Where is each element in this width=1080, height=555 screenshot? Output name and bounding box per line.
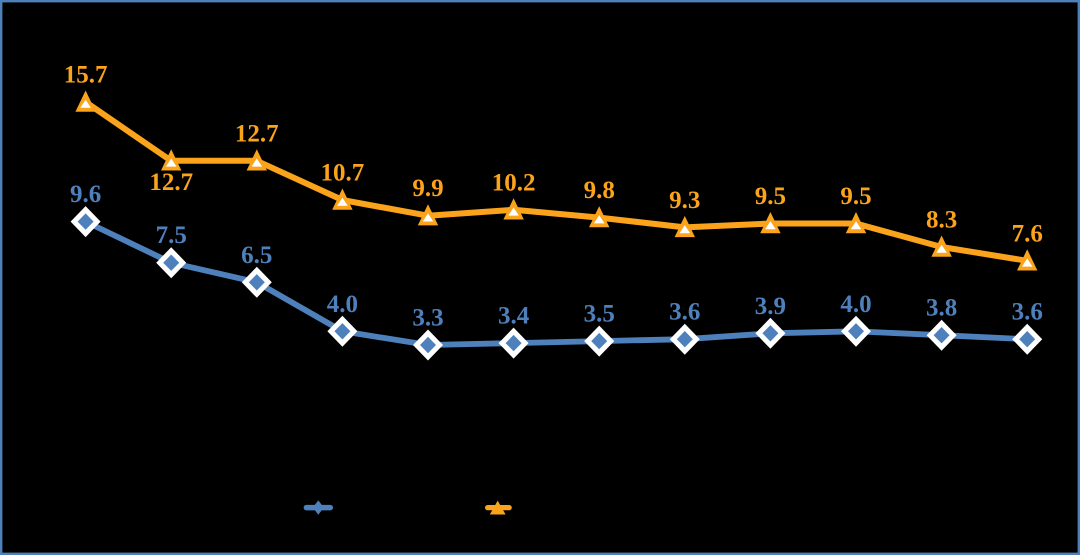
svg-text:3.6: 3.6 xyxy=(1012,299,1043,326)
svg-text:9.8: 9.8 xyxy=(584,177,615,204)
svg-text:12.7: 12.7 xyxy=(235,120,279,147)
svg-text:9.6: 9.6 xyxy=(70,181,101,208)
svg-text:10.2: 10.2 xyxy=(492,169,536,196)
svg-text:3.6: 3.6 xyxy=(669,299,700,326)
svg-text:9.9: 9.9 xyxy=(412,175,443,202)
svg-text:4.0: 4.0 xyxy=(840,291,871,318)
svg-text:12.7: 12.7 xyxy=(149,169,193,196)
svg-text:9.3: 9.3 xyxy=(669,187,700,214)
svg-text:3.3: 3.3 xyxy=(412,305,443,332)
svg-text:9.5: 9.5 xyxy=(755,183,786,210)
svg-text:8.3: 8.3 xyxy=(926,207,957,234)
svg-text:3.9: 3.9 xyxy=(755,293,786,320)
svg-text:9.5: 9.5 xyxy=(840,183,871,210)
svg-text:15.7: 15.7 xyxy=(64,62,108,89)
svg-text:7.5: 7.5 xyxy=(156,222,187,249)
svg-text:6.5: 6.5 xyxy=(241,242,272,269)
svg-text:4.0: 4.0 xyxy=(327,291,358,318)
svg-text:10.7: 10.7 xyxy=(321,160,365,187)
svg-text:3.5: 3.5 xyxy=(584,301,615,328)
svg-text:7.6: 7.6 xyxy=(1012,220,1043,247)
svg-text:3.4: 3.4 xyxy=(498,303,530,330)
svg-text:3.8: 3.8 xyxy=(926,295,957,322)
